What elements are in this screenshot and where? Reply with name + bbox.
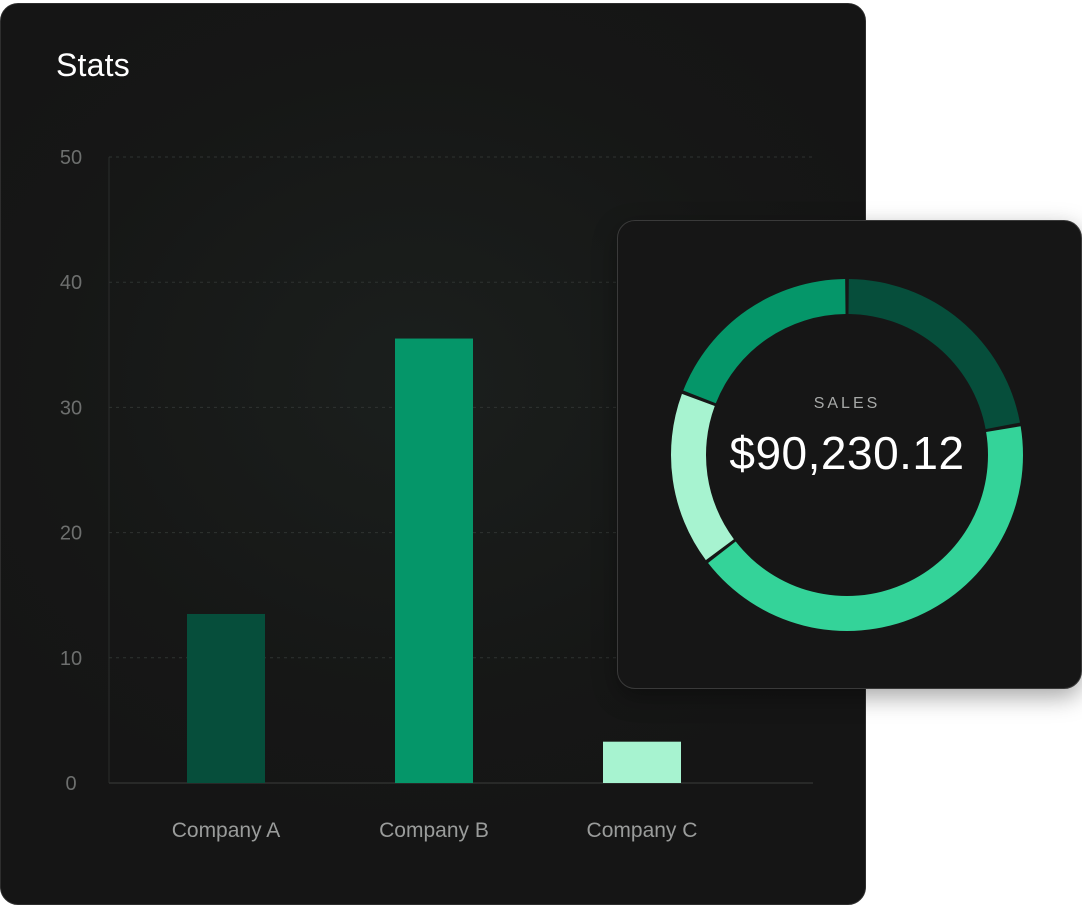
sales-donut-chart: [671, 279, 1023, 631]
donut-slice: [708, 426, 1023, 631]
y-tick-label: 50: [60, 147, 82, 169]
bar-company-b: [395, 338, 473, 783]
y-tick-label: 20: [60, 523, 82, 545]
x-category-label: Company A: [172, 819, 281, 842]
x-category-label: Company C: [587, 819, 698, 842]
donut-slice: [683, 279, 846, 404]
y-tick-label: 10: [60, 648, 82, 670]
y-tick-label: 0: [65, 773, 76, 795]
bar-chart: 0 10 20 30 40 50 Company A Company B Company C: [60, 147, 813, 842]
bar-company-a: [187, 613, 265, 783]
sales-card: SALES $90,230.12: [617, 220, 1082, 689]
sales-value: $90,230.12: [729, 427, 965, 479]
sales-label: SALES: [813, 395, 881, 412]
stats-title: Stats: [56, 47, 130, 83]
donut-slice: [848, 279, 1020, 430]
y-tick-label: 40: [60, 272, 82, 294]
donut-slice: [671, 393, 734, 561]
bar-company-c: [603, 741, 681, 783]
x-category-label: Company B: [379, 819, 489, 842]
y-tick-label: 30: [60, 397, 82, 419]
